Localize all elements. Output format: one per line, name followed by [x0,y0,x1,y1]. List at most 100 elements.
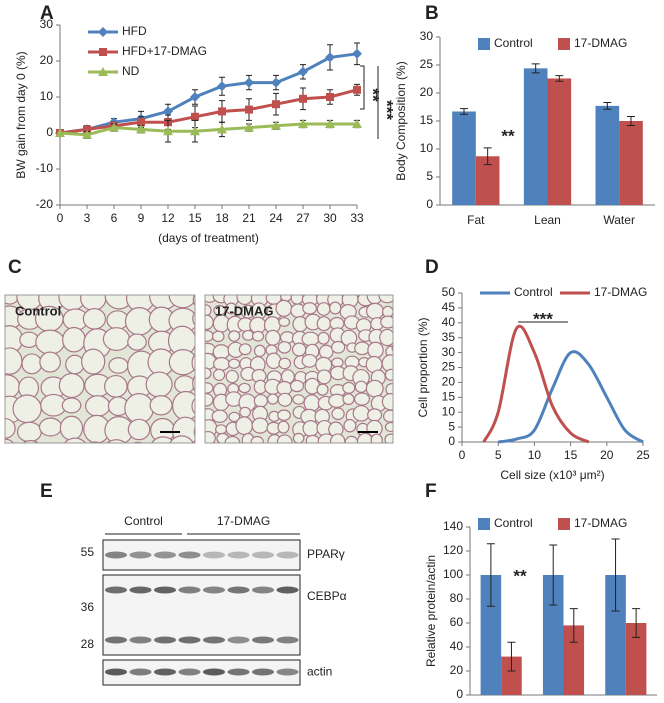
point [136,124,146,134]
adipocyte [82,307,107,330]
error-bar [531,63,540,74]
protein-label: actin [307,665,332,679]
y-axis-label: Relative protein/actin [424,555,438,667]
adipocyte [106,439,127,443]
adipocyte [354,392,371,406]
y-tick-label: 60 [450,615,464,629]
adipocyte [145,371,173,398]
adipocyte [59,415,84,441]
adipocyte [289,379,305,393]
band [252,586,274,594]
adipocyte [395,379,411,394]
adipocyte [22,440,39,443]
mw-marker: 36 [81,600,95,614]
panel-label: C [8,257,22,278]
protein-label: PPARγ [307,547,345,561]
x-tick-label: 18 [215,211,229,225]
adipocyte [301,331,320,347]
adipocyte [150,436,176,443]
adipocyte [225,302,238,315]
x-tick-label: Water [603,213,635,227]
adipocyte [205,314,214,330]
point [352,48,362,59]
band [227,668,250,676]
y-tick-label: -10 [36,161,54,175]
adipocyte [318,344,334,360]
adipocyte [238,343,252,356]
y-tick-label: 15 [420,113,434,127]
legend-label: Control [514,285,553,299]
y-tick-label: 5 [448,419,455,433]
series-line [59,122,357,137]
x-axis-label: Cell size (x10³ μm²) [500,468,604,482]
band [252,636,274,644]
band [227,551,250,559]
band [129,551,152,559]
adipocyte [5,295,20,305]
adipocyte [277,341,292,354]
adipocyte [275,299,293,317]
x-tick-label: 21 [242,211,256,225]
adipocyte [168,295,195,309]
significance: *** [378,100,397,120]
legend-label: 17-DMAG [574,36,627,50]
adipocyte [192,374,195,392]
y-tick-label: 20 [420,85,434,99]
series-line [59,52,358,135]
x-tick-label: 15 [188,211,202,225]
y-tick-label: 25 [442,360,456,374]
y-tick-label: 20 [442,375,456,389]
point [82,129,92,139]
y-tick-label: 35 [442,330,456,344]
blot-box [102,574,301,656]
x-tick-label: 5 [495,448,502,462]
adipocyte [316,369,332,385]
adipocyte [235,416,254,436]
blot-group: 17-DMAG [217,514,270,528]
adipocyte [61,397,82,414]
adipocyte [127,418,151,441]
x-tick-label: Fat [467,213,485,227]
band [105,636,127,644]
x-tick-label: 3 [84,211,91,225]
adipocyte [195,444,213,458]
bar [523,68,548,205]
band [276,668,299,676]
adipocyte [5,374,21,400]
adipocyte [215,424,228,435]
adipocyte [65,354,85,375]
micrograph-label: 17-DMAG [215,303,274,318]
y-tick-label: 50 [442,285,456,299]
x-tick-label: 24 [269,211,283,225]
adipocyte [38,417,63,437]
adipocyte [238,382,251,394]
adipocyte [265,329,281,346]
error-bar [486,543,495,607]
point [55,128,65,137]
bar [452,111,476,205]
panel-label: F [425,481,437,502]
adipocyte [365,302,385,320]
adipocyte [342,393,355,406]
adipocyte [331,407,345,421]
panel-label: E [40,481,53,502]
band [105,551,127,559]
adipocyte [302,302,318,315]
adipocyte [278,357,292,370]
adipocyte [21,353,43,375]
band [154,551,176,559]
adipocyte [396,396,407,406]
y-tick-label: 20 [40,53,54,67]
y-tick-label: 25 [420,57,434,71]
point [325,119,335,128]
legend-label: HFD [122,24,147,38]
adipocyte [384,368,393,381]
adipocyte [35,329,65,355]
band [203,586,225,594]
adipocyte [316,302,331,316]
adipocyte [12,394,42,424]
series-line [482,324,590,444]
adipocyte [16,421,42,443]
band [129,636,152,644]
